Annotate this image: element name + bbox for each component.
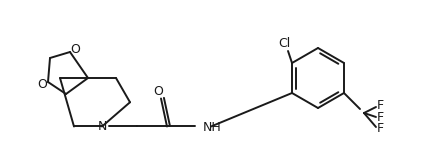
Text: F: F [376, 99, 384, 112]
Text: F: F [376, 123, 384, 136]
Text: O: O [70, 43, 80, 56]
Text: Cl: Cl [278, 37, 290, 49]
Text: NH: NH [203, 121, 222, 134]
Text: O: O [37, 77, 47, 90]
Text: F: F [376, 110, 384, 123]
Text: N: N [97, 120, 107, 133]
Text: O: O [153, 85, 163, 98]
